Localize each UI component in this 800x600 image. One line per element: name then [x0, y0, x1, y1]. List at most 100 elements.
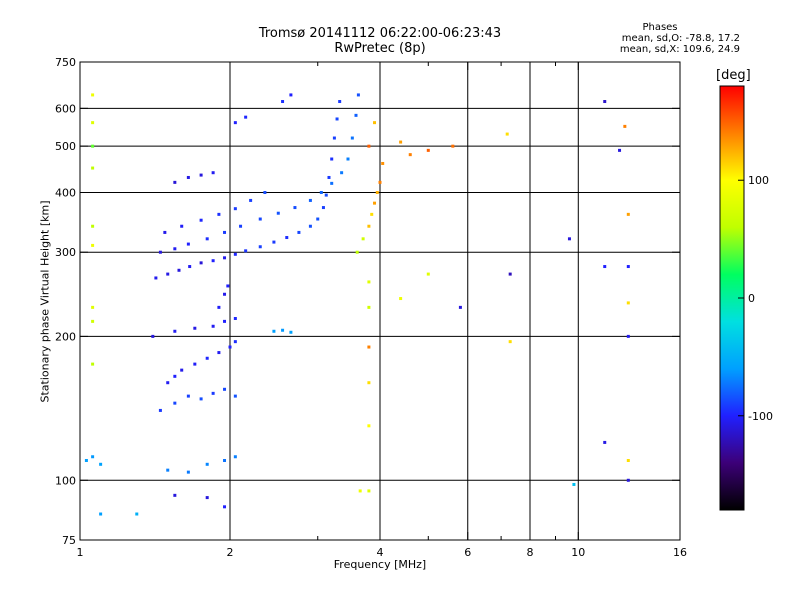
data-point	[158, 250, 162, 254]
data-point	[626, 334, 630, 338]
data-point	[361, 237, 365, 241]
data-point	[626, 212, 630, 216]
chart-subtitle: RwPretec (8p)	[334, 41, 426, 56]
y-axis-ticks: 75 100 200 300 400 500 600 750	[55, 56, 680, 547]
data-point	[91, 166, 95, 170]
data-point	[193, 362, 197, 366]
data-point	[173, 374, 177, 378]
y-tick-label: 100	[55, 474, 76, 487]
data-point	[381, 161, 385, 165]
data-point	[567, 237, 571, 241]
phase-stats-title: Phases	[642, 22, 678, 33]
data-point	[223, 319, 227, 323]
x-tick-label: 4	[377, 546, 384, 559]
data-point	[166, 381, 170, 385]
data-point	[408, 153, 412, 157]
data-points	[84, 93, 630, 516]
data-point	[258, 217, 262, 221]
data-point	[217, 212, 221, 216]
data-point	[84, 458, 88, 462]
data-point	[272, 329, 276, 333]
data-point	[186, 470, 190, 474]
data-point	[297, 230, 301, 234]
data-point	[626, 478, 630, 482]
data-point	[244, 249, 248, 253]
data-point	[281, 328, 285, 332]
data-point	[458, 305, 462, 309]
data-point	[223, 230, 227, 234]
data-point	[505, 132, 509, 136]
data-point	[223, 387, 227, 391]
data-point	[91, 362, 95, 366]
data-point	[91, 455, 95, 459]
data-point	[233, 121, 237, 125]
y-tick-label: 300	[55, 246, 76, 259]
data-point	[233, 340, 237, 344]
x-tick-label: 6	[464, 546, 471, 559]
data-point	[626, 301, 630, 305]
data-point	[340, 171, 344, 175]
data-point	[211, 259, 215, 263]
x-tick-label: 2	[227, 546, 234, 559]
phase-stats-o-mode: mean, sd,O: -78.8, 17.2	[621, 33, 740, 44]
data-point	[626, 458, 630, 462]
data-point	[233, 207, 237, 211]
data-point	[272, 240, 276, 244]
data-point	[211, 391, 215, 395]
data-point	[166, 272, 170, 276]
data-point	[173, 329, 177, 333]
data-point	[244, 115, 248, 119]
data-point	[356, 93, 360, 97]
data-point	[367, 345, 371, 349]
data-point	[289, 93, 293, 97]
data-point	[199, 397, 203, 401]
data-point	[177, 268, 181, 272]
data-point	[186, 394, 190, 398]
data-point	[173, 247, 177, 251]
data-point	[186, 242, 190, 246]
data-point	[367, 280, 371, 284]
data-point	[367, 305, 371, 309]
data-point	[603, 440, 607, 444]
chart-title: Tromsø 20141112 06:22:00-06:23:43	[258, 26, 502, 41]
data-point	[99, 512, 103, 516]
data-point	[358, 489, 362, 493]
data-point	[375, 190, 379, 194]
y-tick-label: 500	[55, 140, 76, 153]
x-tick-label: 8	[527, 546, 534, 559]
x-tick-label: 1	[77, 546, 84, 559]
data-point	[91, 121, 95, 125]
data-point	[173, 401, 177, 405]
data-point	[354, 113, 358, 117]
data-point	[378, 180, 382, 184]
data-point	[370, 212, 374, 216]
y-tick-label: 750	[55, 56, 76, 69]
data-point	[355, 250, 359, 254]
data-point	[335, 117, 339, 121]
data-point	[508, 272, 512, 276]
colorbar-ticks: 100 0 -100	[738, 174, 773, 423]
data-point	[154, 276, 158, 280]
data-point	[603, 100, 607, 104]
data-point	[426, 148, 430, 152]
colorbar-tick-label: -100	[748, 410, 773, 423]
data-point	[367, 489, 371, 493]
y-tick-label: 600	[55, 102, 76, 115]
data-point	[173, 493, 177, 497]
data-point	[233, 316, 237, 320]
data-point	[603, 265, 607, 269]
data-point	[91, 93, 95, 97]
data-point	[223, 256, 227, 260]
data-point	[399, 140, 403, 144]
data-point	[316, 217, 320, 221]
data-point	[199, 261, 203, 265]
data-point	[228, 345, 232, 349]
data-point	[338, 100, 342, 104]
data-point	[180, 368, 184, 372]
data-point	[399, 297, 403, 301]
data-point	[186, 175, 190, 179]
data-point	[249, 198, 253, 202]
data-point	[623, 124, 627, 128]
data-point	[321, 206, 325, 210]
